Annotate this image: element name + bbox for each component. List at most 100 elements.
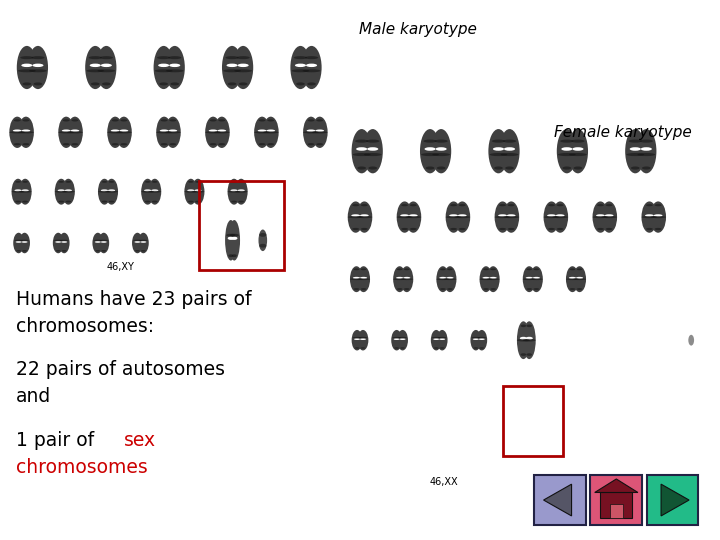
Ellipse shape: [356, 216, 372, 218]
Ellipse shape: [359, 337, 367, 339]
Ellipse shape: [228, 83, 236, 85]
Ellipse shape: [105, 191, 118, 193]
Ellipse shape: [503, 139, 516, 143]
Ellipse shape: [397, 330, 408, 350]
Polygon shape: [661, 484, 689, 516]
Ellipse shape: [161, 143, 168, 145]
Ellipse shape: [235, 191, 248, 193]
Ellipse shape: [12, 191, 24, 193]
Ellipse shape: [358, 330, 369, 350]
Ellipse shape: [228, 179, 240, 205]
Ellipse shape: [267, 119, 274, 122]
Ellipse shape: [153, 46, 174, 89]
Ellipse shape: [353, 277, 360, 279]
Bar: [610, 504, 623, 518]
Ellipse shape: [259, 233, 266, 237]
Ellipse shape: [474, 347, 478, 349]
Ellipse shape: [421, 153, 439, 156]
Ellipse shape: [109, 201, 114, 202]
Ellipse shape: [560, 139, 574, 143]
Ellipse shape: [432, 153, 450, 156]
Ellipse shape: [303, 131, 319, 133]
Ellipse shape: [534, 268, 539, 270]
Ellipse shape: [98, 179, 111, 205]
Ellipse shape: [139, 240, 148, 241]
Ellipse shape: [562, 147, 572, 151]
Ellipse shape: [446, 216, 462, 218]
Ellipse shape: [53, 233, 63, 253]
Ellipse shape: [556, 214, 564, 217]
Ellipse shape: [409, 214, 418, 217]
Ellipse shape: [160, 130, 168, 132]
Text: chromosomes: chromosomes: [16, 457, 148, 477]
Ellipse shape: [400, 266, 413, 292]
Ellipse shape: [238, 64, 248, 67]
Ellipse shape: [500, 153, 518, 156]
Ellipse shape: [305, 56, 318, 59]
Ellipse shape: [165, 131, 181, 133]
Ellipse shape: [473, 339, 479, 340]
Ellipse shape: [642, 216, 657, 218]
Ellipse shape: [99, 56, 113, 59]
Ellipse shape: [294, 56, 307, 59]
Ellipse shape: [22, 130, 30, 132]
Ellipse shape: [56, 250, 60, 252]
Ellipse shape: [316, 143, 323, 145]
Ellipse shape: [351, 214, 360, 217]
Ellipse shape: [217, 130, 226, 132]
Ellipse shape: [205, 131, 221, 133]
Ellipse shape: [487, 266, 500, 292]
Ellipse shape: [444, 266, 456, 292]
Ellipse shape: [605, 214, 613, 217]
Ellipse shape: [28, 46, 48, 89]
Ellipse shape: [573, 266, 586, 292]
Ellipse shape: [566, 278, 579, 280]
Bar: [199, 181, 284, 270]
Ellipse shape: [9, 131, 25, 133]
Ellipse shape: [626, 153, 644, 156]
Ellipse shape: [101, 190, 108, 192]
Ellipse shape: [295, 64, 306, 67]
Ellipse shape: [596, 214, 605, 217]
Ellipse shape: [259, 244, 266, 247]
Ellipse shape: [161, 119, 168, 122]
Ellipse shape: [306, 64, 317, 67]
Ellipse shape: [530, 278, 543, 280]
Ellipse shape: [521, 325, 526, 327]
Ellipse shape: [449, 214, 458, 217]
Ellipse shape: [184, 179, 197, 205]
Ellipse shape: [395, 347, 399, 349]
Ellipse shape: [67, 131, 83, 133]
Ellipse shape: [58, 201, 64, 202]
Ellipse shape: [228, 220, 240, 260]
Ellipse shape: [499, 228, 506, 230]
Ellipse shape: [557, 204, 564, 206]
Ellipse shape: [120, 130, 128, 132]
Ellipse shape: [112, 143, 119, 145]
Ellipse shape: [353, 153, 371, 156]
Ellipse shape: [482, 277, 490, 279]
Ellipse shape: [397, 268, 402, 270]
Ellipse shape: [400, 278, 413, 280]
Ellipse shape: [107, 117, 123, 148]
Ellipse shape: [109, 181, 114, 183]
Ellipse shape: [263, 117, 279, 148]
Ellipse shape: [392, 337, 401, 339]
Ellipse shape: [169, 64, 180, 67]
Ellipse shape: [472, 337, 480, 339]
Ellipse shape: [351, 129, 372, 173]
Ellipse shape: [642, 166, 651, 170]
Ellipse shape: [145, 201, 150, 202]
Ellipse shape: [454, 216, 470, 218]
Ellipse shape: [400, 339, 405, 340]
Ellipse shape: [316, 119, 323, 122]
Ellipse shape: [354, 268, 359, 270]
Ellipse shape: [548, 228, 555, 230]
Ellipse shape: [71, 143, 78, 145]
Ellipse shape: [487, 278, 500, 280]
Ellipse shape: [120, 119, 127, 122]
Ellipse shape: [483, 288, 489, 290]
Ellipse shape: [210, 143, 217, 145]
Ellipse shape: [165, 117, 181, 148]
Ellipse shape: [9, 117, 25, 148]
